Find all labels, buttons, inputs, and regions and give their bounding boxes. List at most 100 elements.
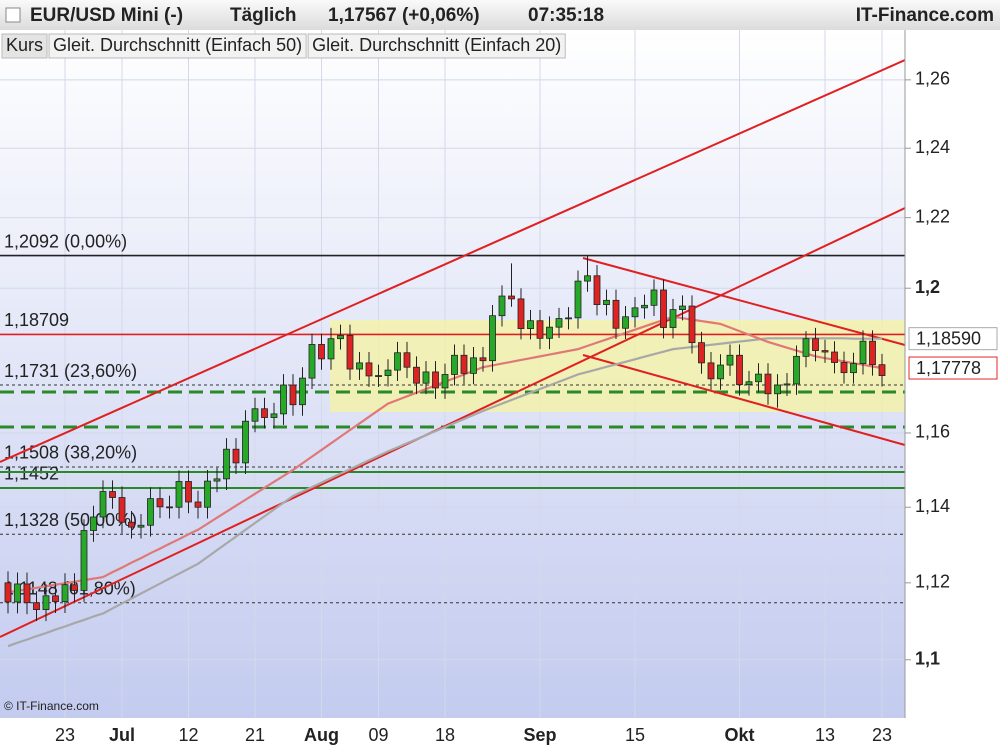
candle-body	[432, 371, 439, 389]
candle-body	[793, 355, 800, 385]
last-value-box	[908, 356, 998, 380]
candle-body	[422, 371, 430, 384]
x-tick-label: 09	[368, 725, 388, 745]
candle-body	[327, 338, 335, 360]
x-tick-label: 23	[872, 725, 892, 745]
candle-body	[631, 307, 639, 318]
candle-body	[280, 384, 287, 415]
trend-line	[582, 354, 906, 446]
level-label: 1,1452	[4, 464, 59, 484]
candle-body	[356, 362, 363, 370]
level-label: 1,1508 (38,20%)	[4, 443, 137, 463]
x-tick-label: 13	[815, 725, 835, 745]
candle-body	[707, 362, 715, 380]
candle-body	[118, 497, 126, 523]
y-tick-label: 1,24	[915, 137, 950, 157]
candle-body	[774, 384, 781, 395]
candle-body	[365, 362, 373, 377]
legend-box	[307, 33, 566, 59]
icon	[5, 7, 21, 23]
x-tick-label: Jul	[109, 725, 135, 745]
candle-body	[869, 340, 876, 366]
candle-body	[394, 352, 401, 371]
legend-entry: Kurs	[6, 35, 43, 55]
y-tick-label: 1,2	[915, 277, 940, 297]
candle-body	[251, 408, 259, 422]
candle-body	[318, 344, 325, 360]
candle-body	[603, 299, 610, 306]
candle-body	[99, 491, 107, 518]
candle-body	[299, 377, 306, 406]
candle-body	[536, 320, 544, 339]
candle-body	[726, 354, 734, 366]
candle-body	[821, 350, 829, 353]
candle-body	[669, 309, 677, 328]
candle-body	[213, 478, 221, 482]
last-value-label: 1,17778	[916, 358, 981, 378]
candle-body	[403, 352, 411, 368]
candle-body	[42, 595, 50, 610]
brand: IT-Finance.com	[856, 5, 994, 26]
level-label: 1,2092 (0,00%)	[4, 231, 127, 251]
candle-body	[641, 304, 648, 309]
candle-body	[622, 316, 629, 329]
candle-body	[337, 335, 344, 340]
candle-body	[498, 295, 506, 317]
candle-body	[470, 357, 477, 374]
x-tick-label: 23	[55, 725, 75, 745]
candle-body	[14, 583, 21, 603]
y-tick-label: 1,22	[915, 206, 950, 226]
candle-body	[850, 363, 857, 374]
candle-body	[194, 501, 202, 508]
trend-line	[0, 59, 906, 463]
y-tick-label: 1,12	[915, 572, 950, 592]
x-tick-label: Aug	[304, 725, 339, 745]
candle-body	[831, 351, 838, 363]
candle-body	[80, 530, 88, 591]
candle-body	[289, 384, 297, 406]
candle-body	[546, 326, 553, 339]
level-label: 1,1328 (50,00%)	[4, 510, 137, 530]
last-value-box	[908, 327, 998, 351]
candle-body	[61, 584, 69, 602]
candle-body	[33, 602, 40, 610]
level-label: 1,18709	[4, 310, 69, 330]
candle-body	[185, 481, 192, 503]
candle-body	[109, 491, 116, 498]
candle-body	[688, 305, 696, 344]
y-tick-label: 1,16	[915, 422, 950, 442]
candle-body	[745, 381, 753, 386]
candle-body	[736, 354, 743, 386]
candle-body	[166, 506, 173, 509]
candle-body	[840, 362, 848, 374]
candle-body	[612, 299, 620, 329]
candle-body	[660, 289, 667, 328]
candle-body	[270, 413, 278, 418]
candle-body	[764, 373, 772, 395]
instrument: EUR/USD Mini (-)	[30, 5, 183, 26]
time: 07:35:18	[528, 5, 604, 26]
levels: 1,2092 (0,00%) 1,18709 1,1731 (23,60%) 1,15…	[0, 231, 905, 604]
trend-line	[0, 207, 906, 638]
legend-entry: Gleit. Durchschnitt (Einfach 50)	[53, 35, 302, 55]
candle-body	[451, 354, 458, 375]
candle-body	[346, 335, 354, 370]
candle-body	[90, 516, 97, 531]
x-tick-label: 12	[178, 725, 198, 745]
candle-body	[23, 583, 31, 604]
candle-body	[413, 366, 420, 384]
x-tick-label: 15	[625, 725, 645, 745]
y-tick-label: 1,14	[915, 496, 950, 516]
legend: Kurs Gleit. Durchschnitt (Einfach 50) Glei…	[1, 33, 566, 59]
candle-body	[783, 383, 791, 386]
legend-box	[1, 33, 48, 59]
header-bar	[0, 0, 1000, 30]
x-tick-label: Okt	[724, 725, 754, 745]
candle-body	[147, 498, 154, 526]
candle-body	[555, 318, 563, 328]
candle-body	[508, 295, 515, 300]
y-tick-label: 1,26	[915, 69, 950, 89]
candle-body	[308, 344, 316, 379]
last-value-label: 1,18590	[916, 328, 981, 348]
